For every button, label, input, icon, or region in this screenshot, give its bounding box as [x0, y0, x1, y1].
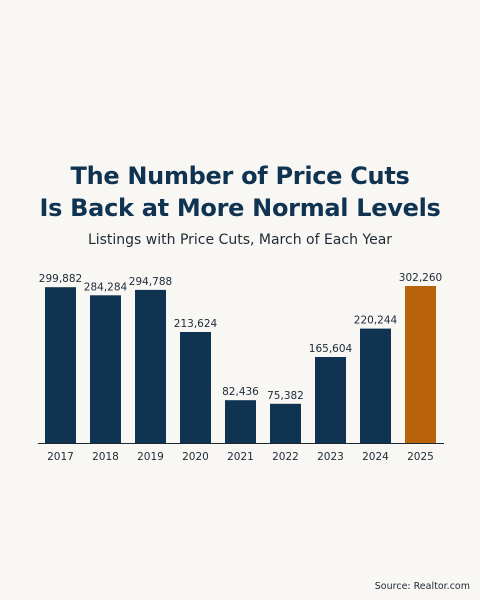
chart-subtitle: Listings with Price Cuts, March of Each … [87, 232, 393, 248]
x-tick-label-2018: 2018 [92, 451, 119, 463]
x-tick-label-2024: 2024 [362, 451, 389, 463]
value-label-2024: 220,244 [354, 315, 398, 327]
bar-2022 [270, 403, 301, 443]
value-label-2018: 284,284 [84, 281, 128, 293]
bar-2023 [315, 357, 346, 443]
bar-chart: 299,882 2017 284,284 2018 294,788 2019 213,624… [38, 272, 444, 463]
value-label-2017: 299,882 [39, 273, 82, 285]
bar-2017 [45, 287, 76, 443]
value-label-2019: 294,788 [129, 276, 172, 288]
x-tick-label-2023: 2023 [317, 451, 344, 463]
value-label-2025: 302,260 [399, 272, 442, 284]
title-line-1: The Number of Price Cuts [70, 162, 410, 190]
x-tick-label-2021: 2021 [227, 451, 254, 463]
chart-title: The Number of Price Cuts Is Back at More… [0, 160, 480, 224]
title-line-2: Is Back at More Normal Levels [39, 194, 441, 222]
x-tick-label-2022: 2022 [272, 451, 299, 463]
x-tick-label-2019: 2019 [137, 451, 164, 463]
source-note: Source: Realtor.com [374, 581, 470, 592]
bar-2019 [135, 289, 166, 443]
bar-2021 [225, 400, 256, 443]
value-label-2021: 82,436 [222, 386, 259, 398]
bar-2025 [405, 286, 436, 443]
x-tick-label-2017: 2017 [47, 451, 74, 463]
value-label-2022: 75,382 [267, 390, 304, 402]
bar-2018 [90, 295, 121, 443]
bar-2024 [360, 328, 391, 443]
value-label-2020: 213,624 [174, 318, 218, 330]
x-tick-label-2025: 2025 [407, 451, 434, 463]
x-tick-label-2020: 2020 [182, 451, 209, 463]
bar-2020 [180, 332, 211, 443]
value-label-2023: 165,604 [309, 343, 353, 355]
